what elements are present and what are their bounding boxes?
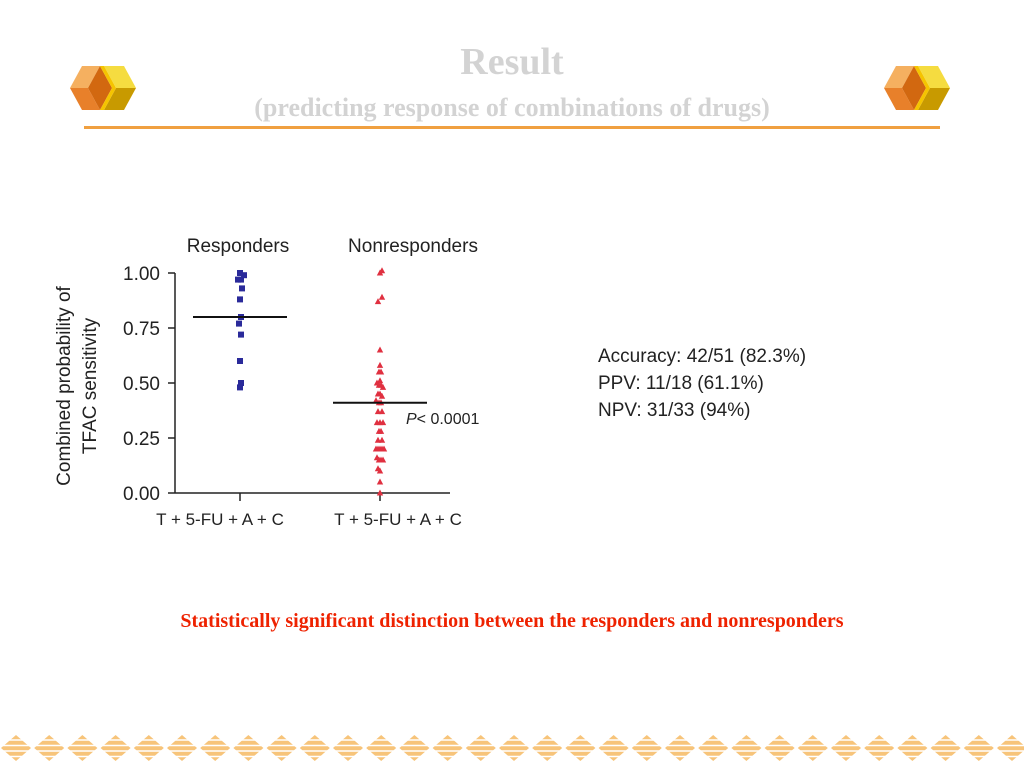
conclusion-text: Statistically significant distinction be…	[180, 610, 844, 632]
data-point	[376, 478, 384, 485]
data-point	[236, 320, 242, 327]
data-point	[376, 346, 384, 353]
p-value-annotation: P< 0.0001	[406, 411, 480, 428]
data-point	[378, 408, 386, 415]
diamond-icon	[698, 735, 729, 761]
diamond-icon	[167, 735, 197, 761]
data-point	[377, 427, 385, 434]
ppv-stat: PPV: 11/18 (61.1%)	[598, 373, 764, 394]
data-point	[237, 358, 243, 364]
data-point	[377, 368, 385, 375]
diamond-border-icon	[1, 735, 1024, 761]
diamond-icon	[465, 735, 496, 761]
data-point	[378, 436, 386, 443]
y-tick-label: 0.25	[123, 429, 160, 450]
data-point	[379, 419, 387, 426]
data-point	[237, 270, 243, 276]
diamond-icon	[731, 735, 762, 761]
stats-panel: Accuracy: 42/51 (82.3%) PPV: 11/18 (61.1…	[598, 343, 806, 424]
data-point	[241, 272, 247, 279]
data-point	[379, 383, 387, 390]
y-tick-label: 0.50	[123, 374, 160, 395]
diamond-icon	[233, 735, 264, 761]
diamond-icon	[299, 735, 330, 761]
slide-title: Result	[460, 41, 564, 83]
diamond-icon	[432, 735, 463, 761]
y-tick-label: 0.75	[123, 319, 160, 340]
diamond-icon	[34, 735, 65, 761]
diamond-icon	[930, 735, 961, 761]
diamond-icon	[67, 735, 98, 761]
dot-plot-chart: Combined probability of TFAC sensitivity…	[54, 236, 480, 529]
diamond-icon	[598, 735, 629, 761]
diamond-icon	[764, 735, 795, 761]
data-point	[379, 456, 387, 463]
data-point	[239, 285, 245, 292]
y-tick-label: 0.00	[123, 484, 160, 505]
data-point	[378, 293, 386, 300]
diamond-icon	[797, 735, 828, 761]
diamond-icon	[831, 735, 861, 761]
diamond-icon	[133, 735, 164, 761]
diamond-icon	[100, 735, 131, 761]
ylabel-line2: TFAC sensitivity	[80, 317, 101, 454]
accuracy-stat: Accuracy: 42/51 (82.3%)	[598, 346, 807, 367]
data-point	[376, 489, 384, 496]
diamond-icon	[366, 735, 397, 761]
x-tick-label: T + 5-FU + A + C	[334, 510, 462, 529]
data-point	[376, 467, 384, 474]
data-point	[380, 445, 388, 452]
cube-logo-icon	[66, 58, 140, 118]
data-point	[372, 397, 380, 404]
diamond-icon	[897, 735, 928, 761]
data-point	[376, 377, 384, 384]
group-header: Responders	[187, 236, 289, 257]
data-point	[237, 296, 243, 303]
ylabel-line1: Combined probability of	[54, 285, 75, 485]
npv-stat: NPV: 31/33 (94%)	[598, 400, 751, 421]
title-divider	[84, 126, 940, 129]
x-tick-label: T + 5-FU + A + C	[156, 510, 284, 529]
data-point	[238, 331, 244, 338]
data-point	[374, 298, 382, 305]
data-point	[237, 384, 243, 391]
diamond-icon	[532, 735, 563, 761]
data-point	[378, 267, 386, 274]
diamond-icon	[665, 735, 695, 761]
diamond-icon	[1, 735, 31, 761]
diamond-icon	[997, 735, 1024, 761]
diamond-icon	[200, 735, 231, 761]
diamond-icon	[333, 735, 363, 761]
cube-logo-icon	[880, 58, 954, 118]
data-point	[378, 392, 386, 399]
data-point	[238, 276, 244, 283]
diamond-icon	[565, 735, 596, 761]
diamond-icon	[499, 735, 529, 761]
chart-groups: Responders T + 5-FU + A + C Nonresponders T…	[156, 236, 478, 529]
diamond-icon	[631, 735, 662, 761]
data-point	[376, 361, 384, 368]
data-point	[238, 380, 244, 386]
diamond-icon	[963, 735, 994, 761]
y-ticks: 0.00 0.25 0.50 0.75 1.00	[123, 264, 175, 505]
diamond-icon	[399, 735, 430, 761]
slide-subtitle: (predicting response of combinations of …	[254, 93, 770, 122]
diamond-icon	[864, 735, 895, 761]
y-tick-label: 1.00	[123, 264, 160, 285]
group-header: Nonresponders	[348, 236, 478, 257]
diamond-icon	[266, 735, 297, 761]
